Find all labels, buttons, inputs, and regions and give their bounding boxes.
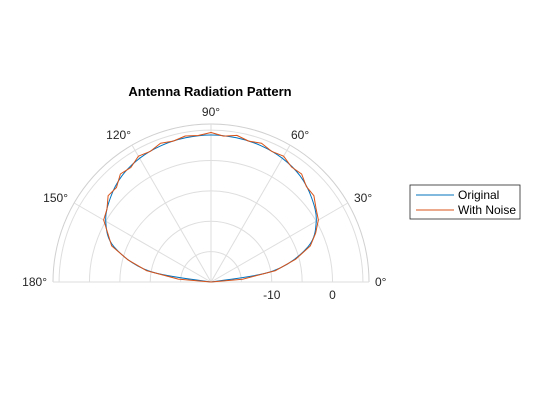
grid-spoke — [131, 144, 212, 283]
theta-tick-label: 180° — [22, 275, 47, 289]
tick-labels: 0° 30° 60° 90° 120° 150° 180° -10 0 — [22, 105, 387, 302]
theta-tick-label: 90° — [202, 105, 220, 119]
theta-tick-label: 150° — [43, 191, 68, 205]
theta-tick-label: 120° — [106, 128, 131, 142]
grid-spoke — [73, 202, 212, 283]
grid-spoke — [210, 202, 349, 283]
legend-label: Original — [458, 188, 499, 202]
series-line-with-noise — [103, 132, 319, 283]
grid-spoke — [210, 144, 291, 283]
legend-label: With Noise — [458, 203, 516, 217]
chart-title: Antenna Radiation Pattern — [128, 84, 291, 99]
legend-box — [409, 184, 521, 220]
polar-grid — [52, 123, 370, 283]
theta-tick-label: 30° — [354, 191, 372, 205]
r-tick-label: 0 — [329, 288, 336, 302]
theta-tick-label: 0° — [375, 275, 387, 289]
r-tick-label: -10 — [263, 288, 281, 302]
series-group — [103, 132, 319, 283]
theta-tick-label: 60° — [291, 128, 309, 142]
series-line-original — [105, 134, 317, 283]
